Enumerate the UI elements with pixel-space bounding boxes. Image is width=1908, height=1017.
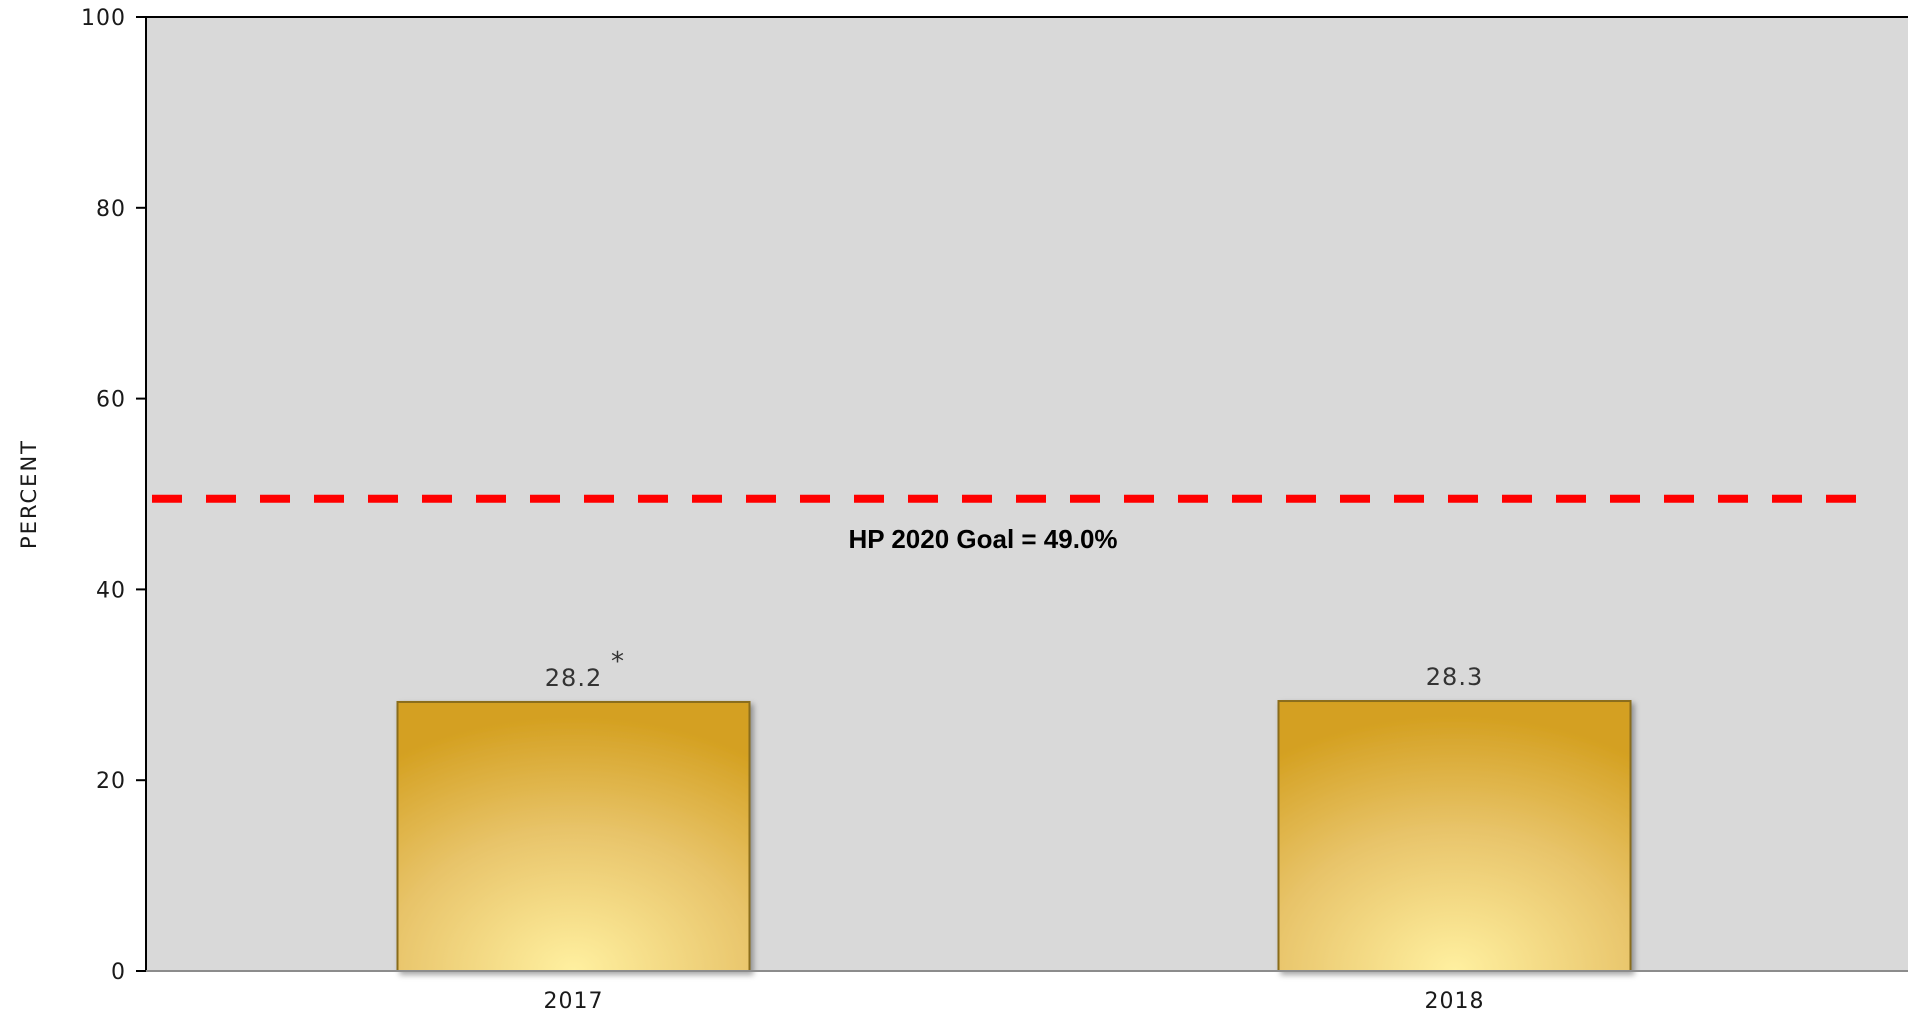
x-tick-label-2018: 2018	[1425, 989, 1485, 1014]
y-tick-label: 60	[96, 388, 126, 413]
data-label-2018: 28.3	[1426, 663, 1483, 691]
y-tick-label: 80	[96, 197, 126, 222]
y-axis-ticks: 0 20 40 60 80 100	[81, 6, 146, 985]
data-label-2017: 28.2	[545, 664, 602, 692]
bar-2018	[1277, 700, 1632, 972]
bar-2017	[396, 700, 751, 972]
y-tick-label: 0	[111, 960, 126, 985]
y-tick-label: 100	[81, 6, 126, 31]
x-tick-label-2017: 2017	[544, 989, 604, 1014]
annotation-mark-2017: *	[611, 647, 624, 677]
y-tick-label: 40	[96, 578, 126, 603]
bars-group: 28.2 2017 * 28.3 2018	[396, 647, 1632, 1014]
goal-label: HP 2020 Goal = 49.0%	[848, 524, 1117, 554]
y-tick-label: 20	[96, 769, 126, 794]
y-axis-title: PERCENT	[17, 439, 41, 549]
